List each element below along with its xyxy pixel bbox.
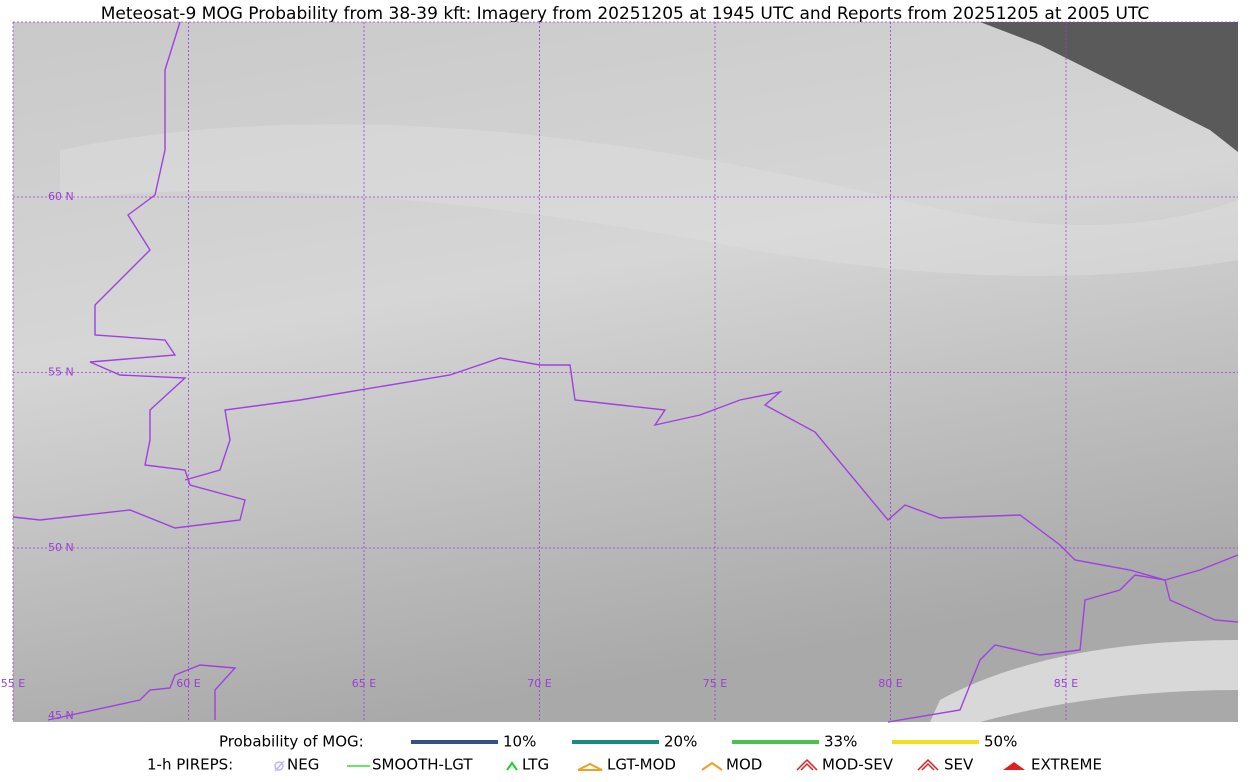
icon-mod-sev [796, 758, 818, 771]
lon-label: 55 E [1, 677, 25, 690]
cloud-band [60, 124, 1238, 276]
legend-heading: 1-h PIREPS: [147, 756, 233, 774]
border [12, 21, 246, 529]
border [47, 664, 237, 721]
no-data-region [980, 22, 1238, 152]
lon-label: 80 E [878, 677, 902, 690]
legend-label: NEG [287, 756, 319, 774]
legend-label: MOD [726, 756, 762, 774]
legend-label: 33% [824, 733, 857, 751]
legend-heading: Probability of MOG: [219, 733, 364, 751]
icon-sev [921, 762, 935, 771]
legend: Probability of MOG: 10% 20% 33% 50% 1-h … [147, 733, 1102, 774]
legend-label: SEV [944, 756, 974, 774]
icon-neg [274, 761, 284, 771]
lon-label: 85 E [1054, 677, 1078, 690]
border [887, 574, 1239, 723]
icon-sev [917, 758, 939, 771]
lon-label: 65 E [352, 677, 376, 690]
legend-label: LTG [522, 756, 549, 774]
lon-label: 75 E [703, 677, 727, 690]
legend-label: MOD-SEV [822, 756, 894, 774]
legend-label: 50% [984, 733, 1017, 751]
cloud-band [930, 640, 1238, 722]
lat-label: 60 N [48, 190, 74, 203]
border [184, 357, 1239, 581]
icon-mod [701, 761, 723, 771]
lat-label: 55 N [48, 366, 74, 379]
title: Meteosat-9 MOG Probability from 38-39 kf… [101, 4, 1150, 24]
lon-label: 60 E [176, 677, 200, 690]
lat-label: 50 N [48, 541, 74, 554]
icon-lgt-mod [577, 762, 603, 771]
icon-extreme [1003, 762, 1025, 770]
legend-label: EXTREME [1031, 756, 1102, 774]
map: 60 N55 N50 N45 N55 E 60 E 65 E 70 E 75 E 80 E… [1, 21, 1239, 723]
icon-ltg [506, 761, 518, 771]
icon-neg [274, 760, 285, 772]
satellite-imagery [13, 22, 1238, 722]
legend-label: LGT-MOD [607, 756, 676, 774]
legend-label: 10% [503, 733, 536, 751]
legend-label: SMOOTH-LGT [372, 756, 473, 774]
icon-mod-sev [800, 762, 814, 771]
graticule: 60 N55 N50 N45 N55 E 60 E 65 E 70 E 75 E 80 E… [1, 21, 1238, 722]
legend-label: 20% [664, 733, 697, 751]
lon-label: 70 E [527, 677, 551, 690]
